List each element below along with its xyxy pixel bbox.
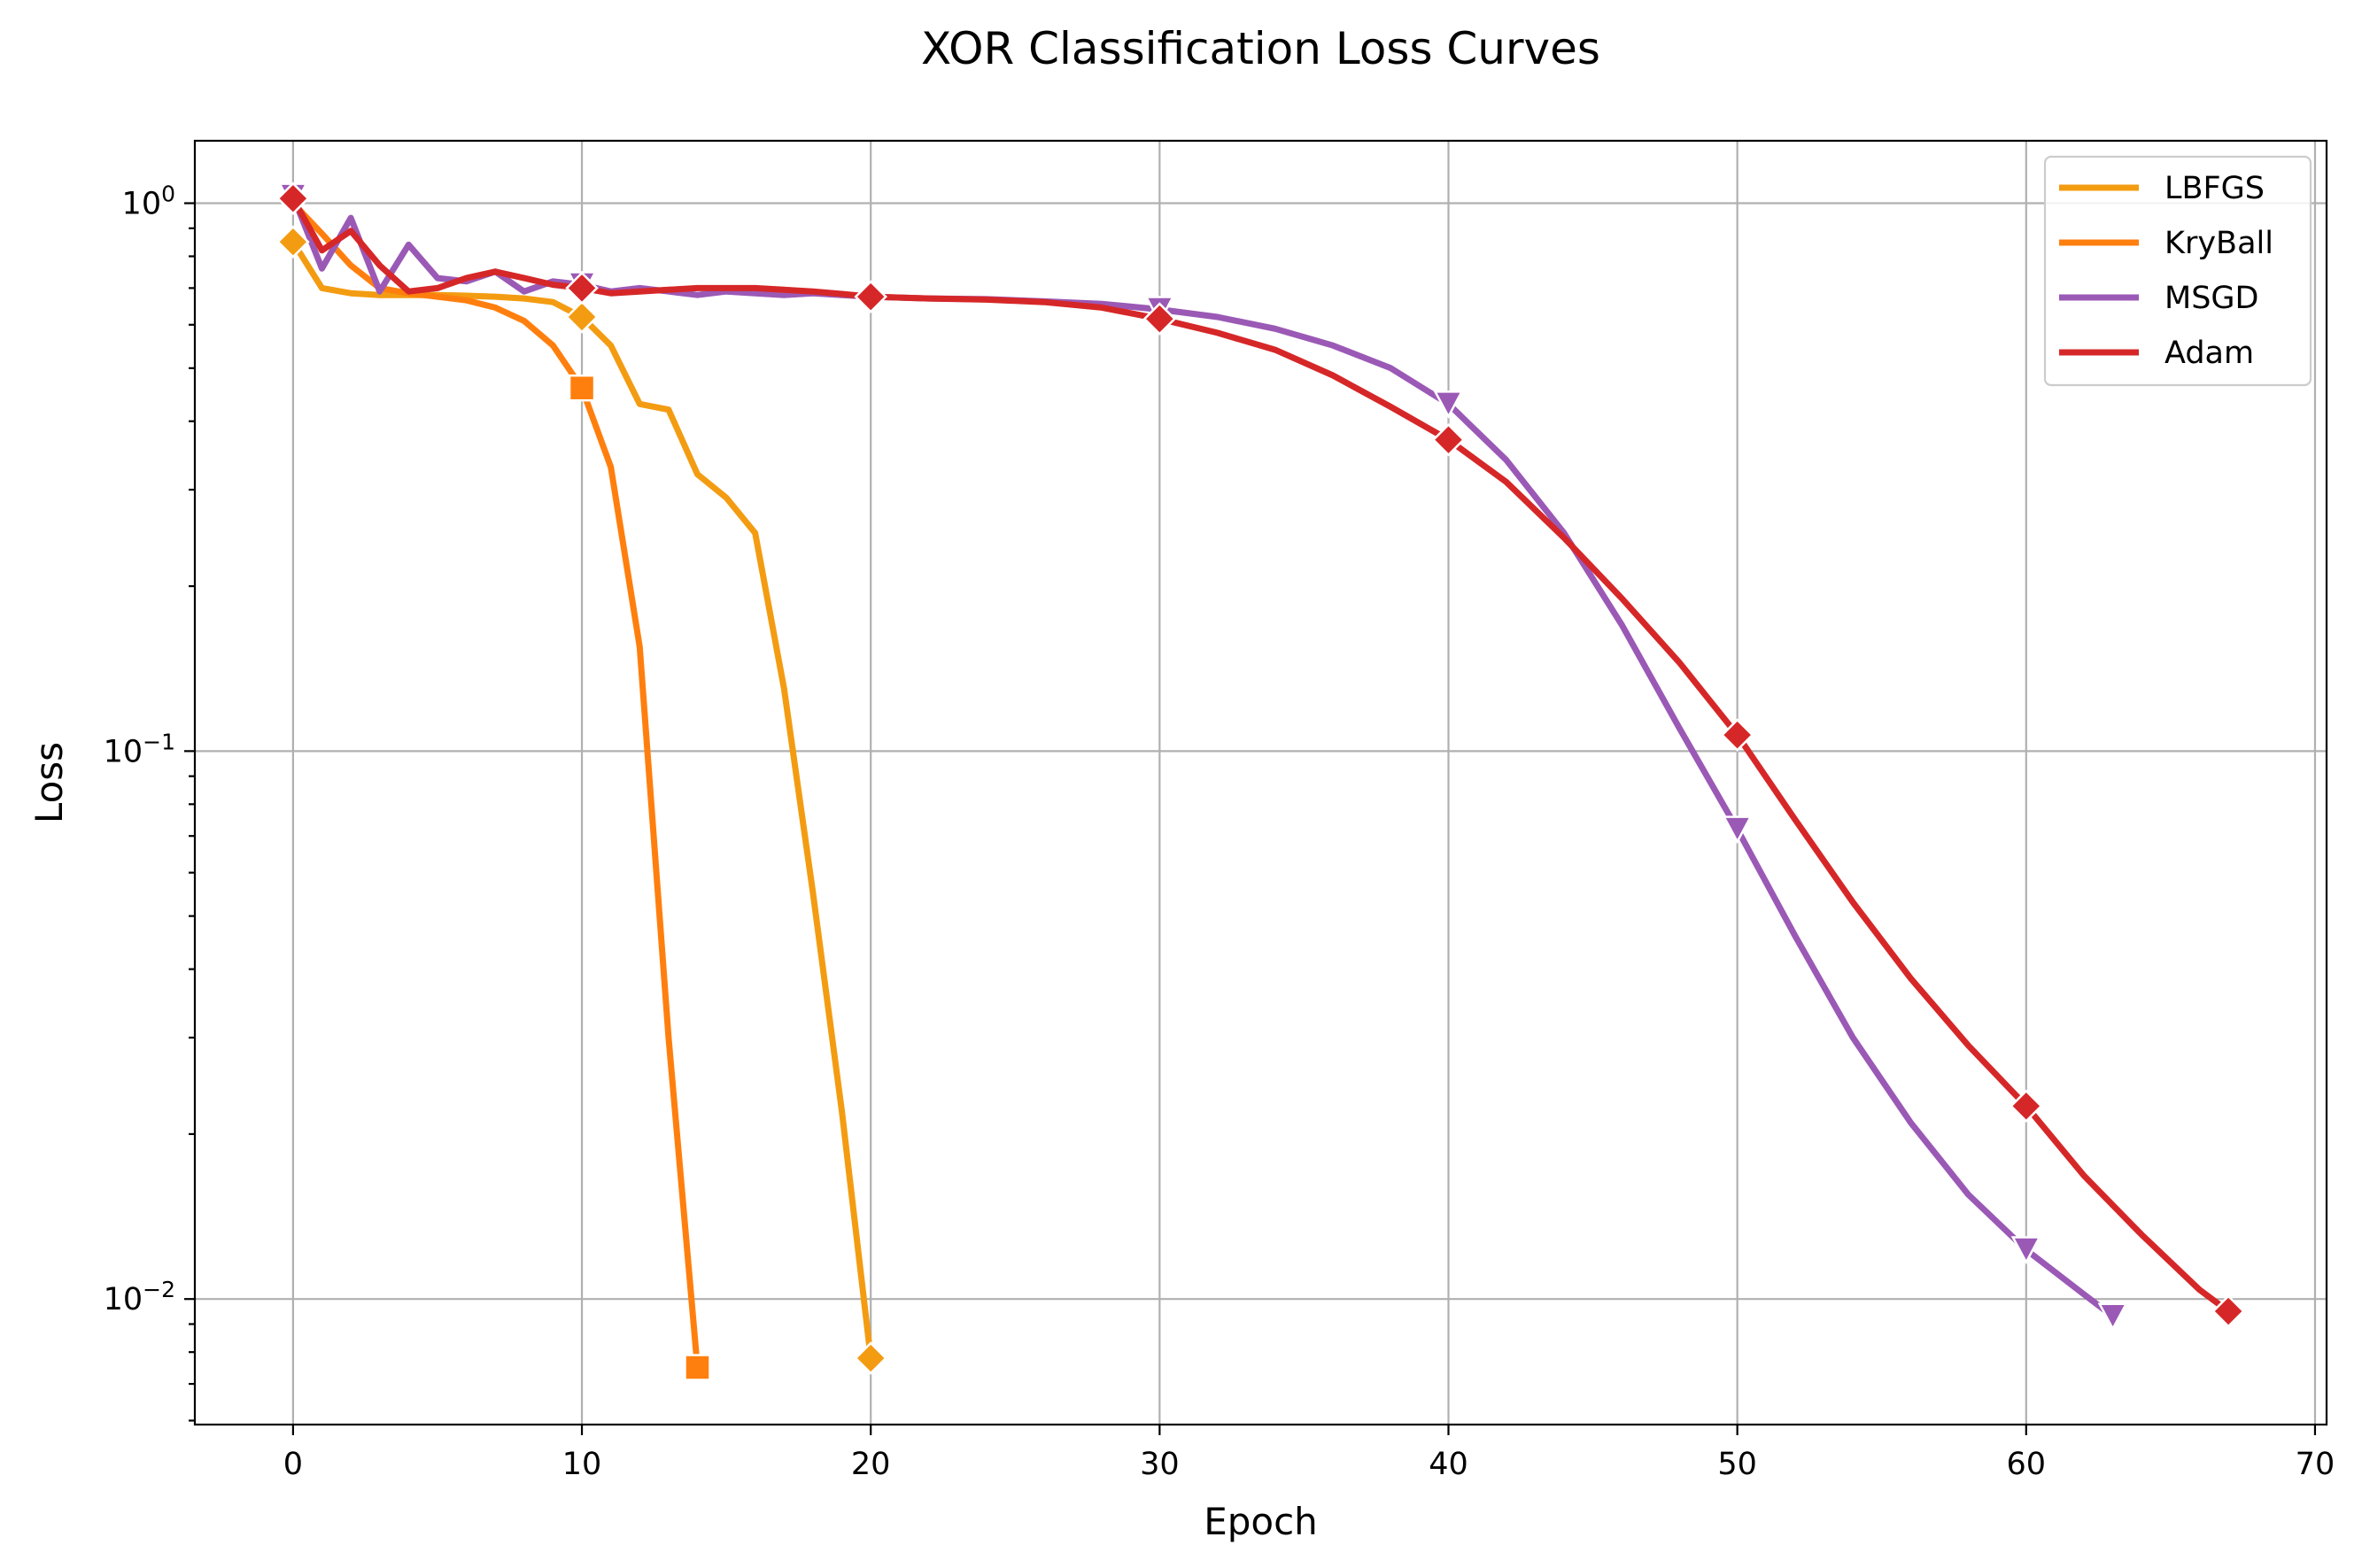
series-lines <box>290 193 2232 1371</box>
legend-label-adam: Adam <box>2165 336 2254 371</box>
marker-adam <box>1142 302 1177 336</box>
x-axis-label: Epoch <box>1204 1500 1318 1543</box>
marker-adam <box>1431 422 1466 457</box>
legend: LBFGS KryBall MSGD Adam <box>2043 155 2312 387</box>
marker-kryball <box>568 374 596 402</box>
x-tick-label: 40 <box>1429 1447 1468 1482</box>
marker-adam <box>565 271 599 305</box>
marker-adam <box>854 280 887 313</box>
marker-adam <box>1720 718 1754 752</box>
y-tick-label: 100 <box>122 182 175 222</box>
marker-adam <box>2211 1294 2245 1328</box>
x-tick-label: 10 <box>562 1447 602 1482</box>
x-tick-label: 20 <box>851 1447 891 1482</box>
legend-label-msgd: MSGD <box>2165 281 2259 316</box>
axis-ticks: 0 10 20 30 40 50 60 70 100 10−1 10−2 <box>104 182 2335 1482</box>
marker-msgd <box>1433 390 1464 419</box>
x-tick-label: 60 <box>2007 1447 2047 1482</box>
legend-label-kryball: KryBall <box>2165 226 2273 261</box>
plot-frame <box>193 139 2328 1426</box>
marker-msgd <box>2097 1302 2128 1332</box>
marker-lbfgs <box>276 225 310 259</box>
x-tick-label: 70 <box>2296 1447 2335 1482</box>
legend-label-lbfgs: LBFGS <box>2165 171 2265 206</box>
series-markers <box>276 182 2245 1381</box>
marker-kryball <box>684 1354 711 1381</box>
marker-lbfgs <box>565 300 599 334</box>
series-line-adam <box>290 195 2232 1315</box>
marker-lbfgs <box>854 1341 887 1375</box>
y-tick-label: 10−1 <box>104 729 175 769</box>
legend-box <box>2043 155 2312 387</box>
marker-msgd <box>1722 815 1753 845</box>
y-tick-label: 10−2 <box>104 1277 175 1317</box>
x-tick-label: 50 <box>1717 1447 1757 1482</box>
marker-msgd <box>2010 1236 2041 1265</box>
chart-title: XOR Classification Loss Curves <box>921 23 1600 74</box>
marker-adam <box>2010 1089 2043 1124</box>
marker-adam <box>276 182 310 215</box>
y-axis-label: Loss <box>27 742 71 823</box>
series-line-kryball <box>290 200 701 1371</box>
grid-lines <box>195 141 2327 1425</box>
x-tick-label: 0 <box>283 1447 303 1482</box>
x-tick-label: 30 <box>1140 1447 1180 1482</box>
